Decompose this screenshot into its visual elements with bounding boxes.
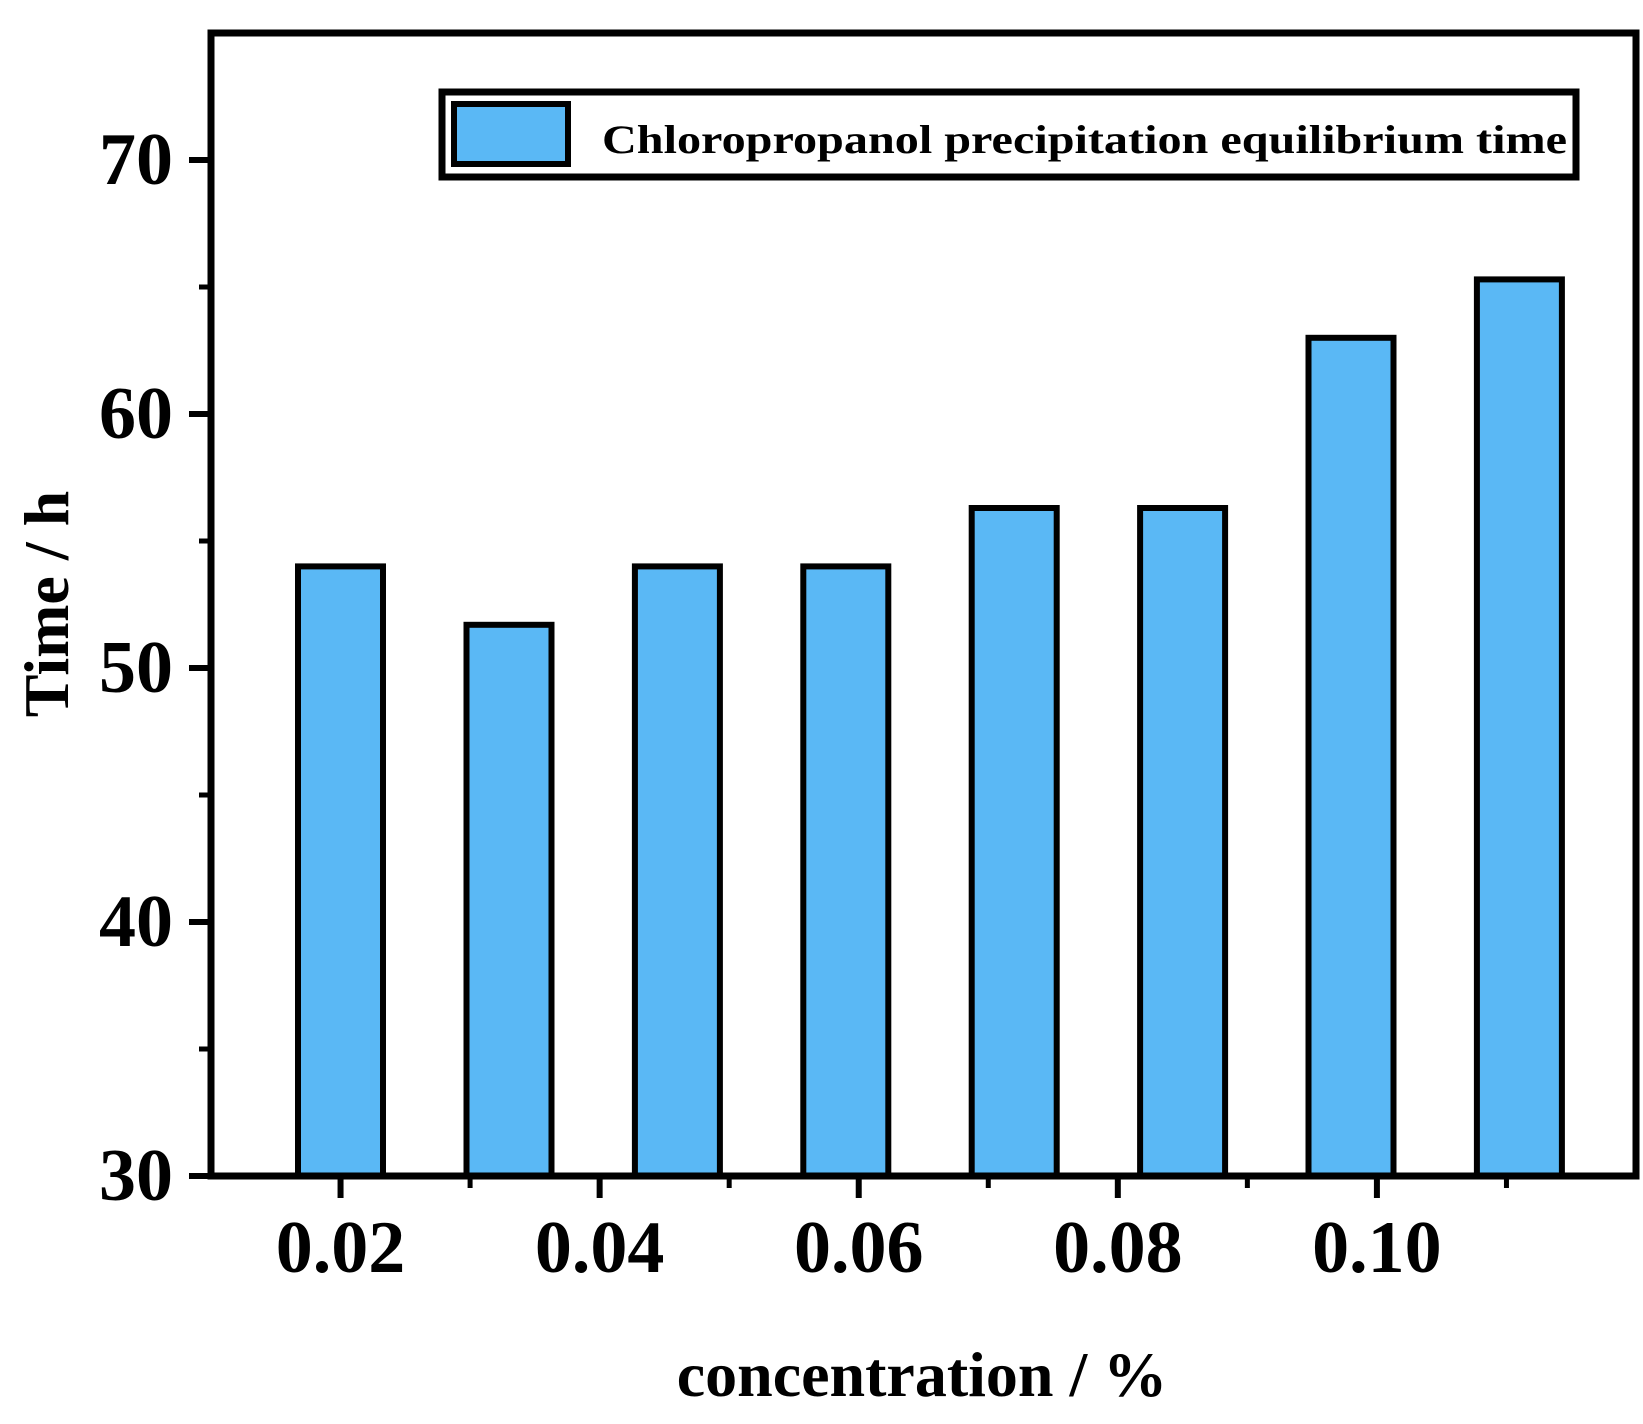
bar-5 xyxy=(1137,505,1229,1179)
y-tick-label-1: 40 xyxy=(99,881,173,963)
x-tick-label-2: 0.06 xyxy=(794,1207,924,1289)
bar-4 xyxy=(968,505,1060,1179)
bar-1 xyxy=(463,621,555,1179)
ticks-layer: 30 40 50 60 70 0.02 0.04 0.06 0.08 0.10 xyxy=(99,119,1509,1289)
plot-frame xyxy=(207,29,1640,1180)
bar-0 xyxy=(295,563,386,1179)
legend: Chloropropanol precipitation equilibrium… xyxy=(438,88,1580,181)
bar-6 xyxy=(1305,334,1397,1179)
y-tick-label-3: 60 xyxy=(99,373,173,455)
bars-layer xyxy=(295,276,1565,1179)
y-tick-label-4: 70 xyxy=(99,119,173,201)
legend-box xyxy=(438,88,1580,181)
x-tick-label-1: 0.04 xyxy=(535,1207,665,1289)
x-tick-label-0: 0.02 xyxy=(276,1207,406,1289)
bar-2 xyxy=(631,563,723,1179)
legend-swatch xyxy=(451,101,571,167)
x-tick-label-3: 0.08 xyxy=(1053,1207,1183,1289)
x-tick-label-4: 0.10 xyxy=(1312,1207,1442,1289)
y-tick-label-2: 50 xyxy=(99,627,173,709)
y-tick-label-0: 30 xyxy=(99,1135,173,1217)
y-axis-title: Time / h xyxy=(11,491,82,717)
legend-label: Chloropropanol precipitation equilibrium… xyxy=(602,117,1567,162)
bar-7 xyxy=(1473,276,1565,1179)
bar-3 xyxy=(800,563,892,1179)
x-axis-title: concentration / % xyxy=(677,1339,1168,1410)
